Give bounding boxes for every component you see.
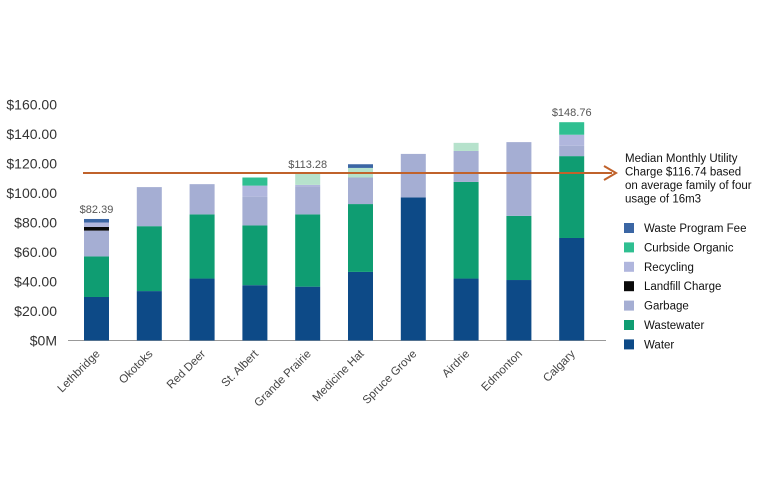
bar-segment-garbage — [506, 142, 532, 216]
legend-swatch-recycling — [624, 261, 634, 272]
bar-segment-garbage — [189, 184, 215, 215]
bar-segment-garbage — [453, 150, 479, 182]
bar-segment-wastewater — [295, 214, 321, 287]
bar-segment-landfill-charge — [84, 226, 109, 231]
bar-segment-curbside-organic-light — [295, 173, 321, 185]
bar-segment-water — [506, 280, 532, 341]
legend-swatch-curbside-organic — [624, 242, 634, 253]
bar-segment-wastewater — [348, 204, 373, 272]
median-line-group: Median Monthly Utility Charge $116.74 bas… — [83, 153, 752, 206]
bar-segment-water — [189, 278, 215, 341]
y-tick-label: $40.00 — [14, 274, 57, 290]
bar-segment-waste-program-fee — [84, 218, 109, 223]
category-label: Medicine Hat — [311, 348, 368, 405]
bar-segment-garbage — [136, 187, 162, 227]
median-annotation-line: usage of 16m3 — [625, 194, 701, 206]
bar-segment-water — [400, 197, 426, 341]
legend-label: Waste Program Fee — [644, 223, 746, 235]
bar-segment-curbside-organic — [559, 122, 585, 135]
bar-segment-waste-program-fee — [348, 164, 373, 168]
category-label: Spruce Grove — [361, 348, 420, 407]
data-label: $148.76 — [552, 107, 592, 119]
data-label: $82.39 — [80, 204, 114, 216]
category-label: St. Albert — [220, 348, 262, 390]
legend-swatch-water — [624, 339, 634, 350]
bar-segment-wastewater — [189, 214, 215, 279]
category-label: Edmonton — [479, 348, 525, 394]
legend-swatch-landfill-charge — [624, 281, 634, 292]
legend-label: Garbage — [644, 301, 689, 313]
bar-segment-water — [136, 291, 162, 341]
y-tick-label: $0M — [30, 333, 57, 349]
bar-segment-wastewater — [506, 215, 532, 281]
y-tick-label: $20.00 — [14, 303, 57, 319]
category-label: Airdrie — [440, 348, 472, 380]
bar-segment-water — [559, 237, 585, 341]
legend-swatch-waste-program-fee — [624, 223, 634, 233]
y-tick-label: $140.00 — [6, 126, 57, 142]
bar-segment-wastewater — [136, 226, 162, 292]
bar-segment-wastewater — [84, 256, 109, 297]
y-tick-label: $160.00 — [6, 97, 57, 113]
category-label: Lethbridge — [56, 348, 103, 395]
y-tick-label: $60.00 — [14, 244, 57, 260]
bar-segment-garbage — [348, 177, 373, 205]
bar-segment-garbage — [559, 145, 585, 157]
labels-group: $82.39 $113.28 $148.76 — [80, 107, 592, 216]
median-arrow-icon — [603, 165, 618, 181]
category-label: Red Deer — [165, 348, 208, 391]
bar-segment-wastewater — [242, 225, 268, 286]
legend-label: Wastewater — [644, 320, 704, 332]
data-label: $113.28 — [288, 159, 327, 171]
median-annotation-line: Median Monthly Utility — [625, 153, 738, 165]
bar-segment-curbside-organic — [242, 177, 268, 186]
legend-swatch-garbage — [624, 300, 634, 311]
bar-segment-garbage — [84, 230, 109, 257]
legend-label: Landfill Charge — [644, 281, 721, 293]
y-tick-label: $120.00 — [6, 156, 57, 172]
bar-segment-water — [242, 285, 268, 341]
median-annotation-line: Charge $116.74 based — [625, 167, 741, 179]
bar-segment-wastewater — [559, 156, 585, 238]
bar-segment-recycling — [84, 222, 109, 227]
legend-group: Waste Program Fee Curbside Organic Recycli… — [624, 223, 746, 351]
bar-segment-garbage — [295, 186, 321, 215]
y-tick-label: $80.00 — [14, 215, 57, 231]
category-label: Okotoks — [117, 348, 155, 386]
category-label: Calgary — [541, 348, 578, 385]
bar-segment-recycling — [295, 184, 321, 187]
bar-segment-water — [295, 286, 321, 341]
bar-segment-wastewater — [453, 181, 479, 279]
bar-segment-garbage — [242, 196, 268, 226]
bar-segment-water — [453, 278, 479, 341]
legend-label: Recycling — [644, 262, 694, 274]
median-annotation-line: on average family of four — [625, 180, 752, 192]
legend-label: Curbside Organic — [644, 242, 734, 254]
legend-swatch-wastewater — [624, 320, 634, 330]
legend-label: Water — [644, 339, 674, 351]
bar-segment-water — [348, 271, 373, 341]
category-label: Grande Prairie — [252, 348, 313, 409]
bar-segment-water — [84, 296, 109, 341]
bars-group — [84, 122, 585, 341]
y-tick-label: $100.00 — [6, 185, 57, 201]
bar-segment-recycling — [559, 134, 585, 146]
bar-segment-recycling — [242, 185, 268, 197]
bar-segment-curbside-organic-light — [453, 142, 479, 151]
bar-segment-garbage — [400, 153, 426, 198]
